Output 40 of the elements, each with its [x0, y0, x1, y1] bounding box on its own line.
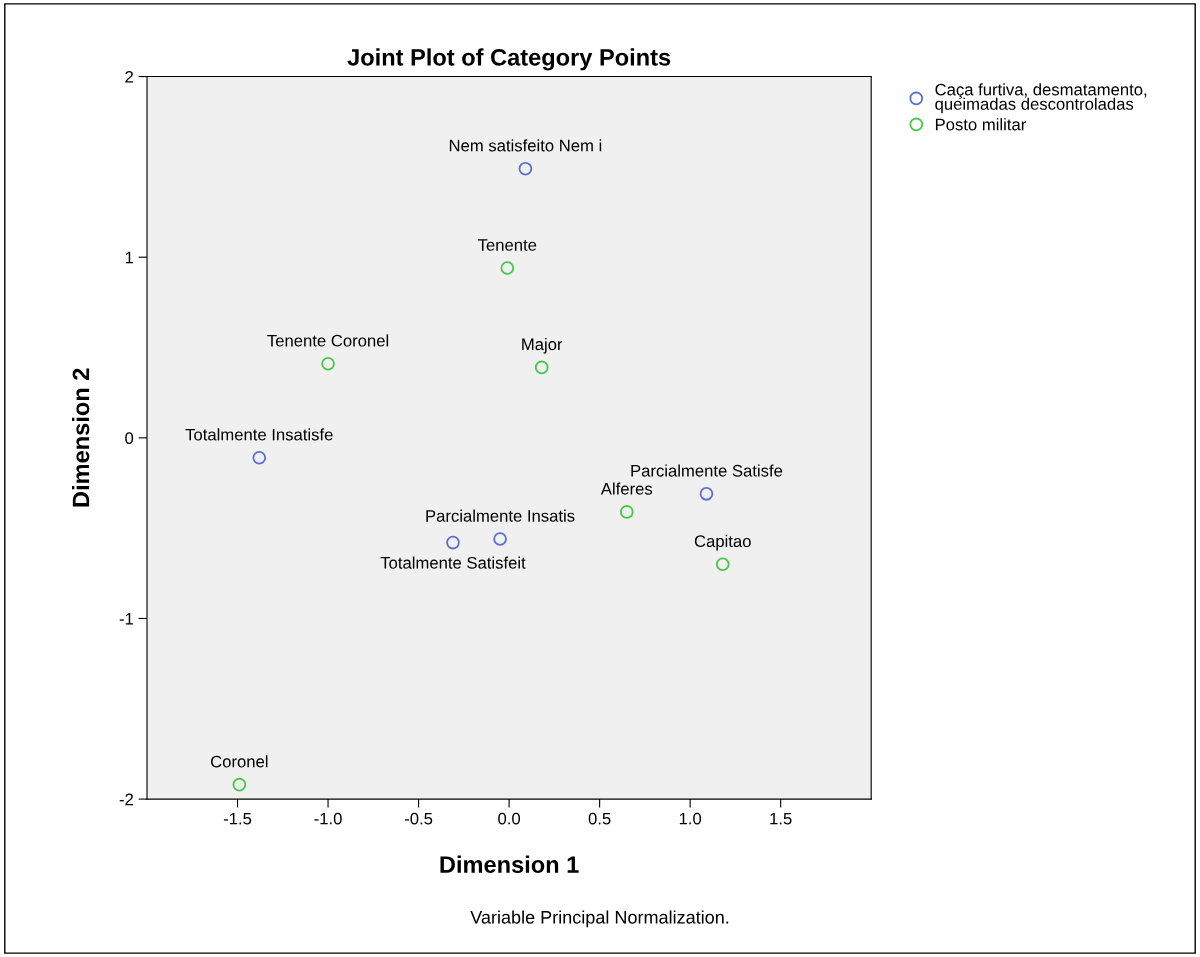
annotation: Coronel — [211, 755, 268, 768]
point — [252, 450, 267, 465]
y-tick-label: 2 — [125, 70, 133, 83]
y-tick-label: -2 — [119, 793, 133, 806]
x-tick-label: 1.5 — [770, 812, 792, 825]
legend-label: Posto militar — [935, 118, 1027, 131]
text: Variable Principal Normalization. — [470, 910, 729, 928]
x-tick-label: -0.5 — [404, 812, 433, 825]
annotation: Alferes — [600, 482, 653, 495]
x-tick-label: 0.5 — [588, 812, 611, 825]
y-tick-label: 0 — [125, 432, 134, 445]
x-tick-label: 1.0 — [679, 812, 702, 825]
annotation: Nem satisfeito Nem i — [449, 139, 602, 152]
point — [500, 261, 515, 275]
legend-label: Caça furtiva, desmatamento, queimadas descontroladas — [935, 83, 1147, 114]
point — [619, 505, 634, 519]
point — [699, 487, 714, 501]
y-axis-title: Dimension 2 — [71, 368, 90, 507]
annotation: Capitao — [694, 534, 751, 551]
point — [321, 356, 335, 371]
annotation: Parcialmente Satisfe — [631, 464, 783, 477]
annotation: Tenente Coronel — [267, 334, 389, 347]
chart-title: Joint Plot of Category Points — [347, 48, 671, 71]
y-tick-label: 1 — [125, 251, 133, 264]
x-tick-label: -1.0 — [314, 812, 342, 825]
point — [534, 360, 549, 375]
annotation: Totalmente Insatisfe — [185, 428, 333, 441]
annotation: Major — [522, 337, 563, 354]
y-tick-label: -1 — [119, 613, 133, 625]
point — [446, 535, 460, 550]
point — [715, 557, 730, 572]
point — [518, 161, 533, 176]
annotation: Tenente — [478, 239, 537, 251]
annotation: Parcialmente Insatis — [426, 509, 575, 522]
point — [232, 777, 247, 792]
x-axis-title: Dimension 1 — [440, 855, 579, 873]
x-tick-label: -1.5 — [223, 812, 252, 825]
x-tick-label: 0.0 — [498, 812, 521, 825]
annotation: Totalmente Satisfeit — [380, 556, 526, 569]
point — [493, 532, 507, 546]
